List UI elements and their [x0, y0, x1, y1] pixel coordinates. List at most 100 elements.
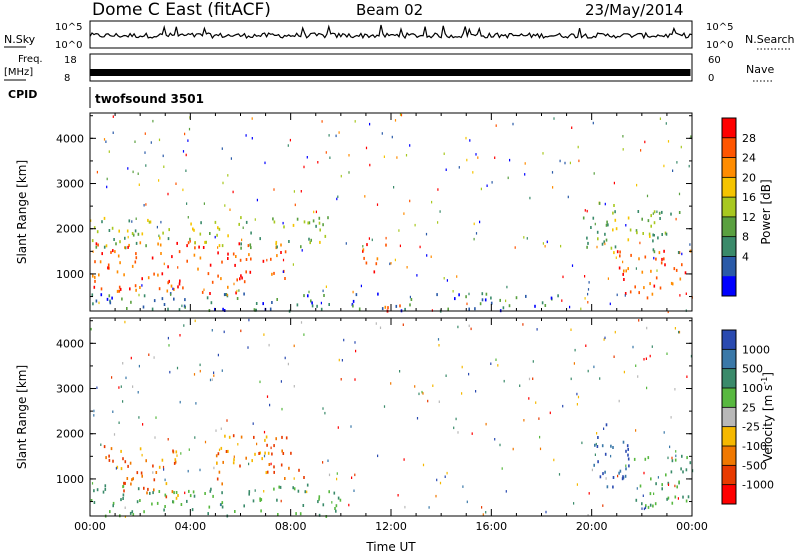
- range-cell: [494, 156, 496, 159]
- range-cell: [198, 245, 200, 249]
- range-cell: [562, 275, 564, 279]
- range-cell: [219, 503, 222, 506]
- range-cell: [507, 176, 509, 180]
- range-cell: [418, 392, 420, 396]
- range-cell: [473, 237, 475, 241]
- range-cell: [659, 117, 661, 120]
- range-cell: [134, 284, 137, 288]
- colorbar-tick-label: 16: [742, 191, 756, 204]
- range-cell: [260, 509, 262, 513]
- range-cell: [647, 219, 650, 223]
- velocity-ylabel: Slant Range [km]: [15, 365, 29, 469]
- range-cell: [248, 318, 250, 322]
- range-cell: [254, 452, 256, 456]
- range-cell: [643, 286, 645, 290]
- range-cell: [237, 443, 239, 446]
- range-cell: [141, 284, 143, 287]
- range-cell: [319, 240, 321, 244]
- range-cell: [680, 467, 682, 471]
- range-cell: [254, 308, 256, 312]
- range-cell: [130, 300, 132, 304]
- range-cell: [614, 330, 616, 334]
- range-cell: [665, 232, 668, 236]
- range-cell: [649, 282, 651, 286]
- range-cell: [340, 174, 342, 178]
- range-cell: [446, 471, 448, 475]
- range-cell: [303, 333, 305, 336]
- range-cell: [354, 341, 356, 344]
- range-cell: [292, 223, 295, 227]
- range-cell: [104, 487, 107, 491]
- range-cell: [320, 307, 323, 311]
- range-cell: [536, 328, 538, 331]
- range-cell: [293, 344, 295, 348]
- range-cell: [95, 242, 98, 246]
- range-cell: [215, 429, 217, 432]
- range-cell: [623, 278, 625, 281]
- range-cell: [354, 473, 356, 477]
- range-cell: [250, 231, 252, 235]
- velocity-xlabel: Time UT: [365, 540, 416, 554]
- range-cell: [171, 490, 174, 494]
- range-cell: [637, 210, 640, 213]
- range-cell: [627, 447, 629, 451]
- range-cell: [681, 454, 683, 458]
- range-cell: [201, 290, 204, 294]
- range-cell: [263, 430, 266, 434]
- range-cell: [647, 456, 650, 460]
- range-cell: [604, 470, 606, 474]
- range-cell: [690, 135, 692, 138]
- range-cell: [139, 286, 141, 289]
- range-cell: [281, 407, 283, 411]
- range-cell: [596, 230, 599, 234]
- range-cell: [570, 328, 572, 331]
- range-cell: [217, 274, 219, 278]
- range-cell: [312, 219, 315, 223]
- colorbar-tick-label: -25: [742, 421, 760, 434]
- range-cell: [106, 185, 108, 189]
- range-cell: [256, 442, 258, 446]
- range-cell: [306, 490, 308, 494]
- range-cell: [337, 195, 339, 198]
- range-cell: [428, 506, 430, 509]
- range-cell: [175, 450, 178, 454]
- range-cell: [432, 384, 434, 387]
- range-cell: [409, 303, 411, 307]
- range-cell: [188, 448, 190, 451]
- range-cell: [184, 132, 186, 136]
- range-cell: [336, 477, 338, 481]
- range-cell: [153, 272, 155, 276]
- range-cell: [338, 358, 340, 362]
- range-cell: [97, 243, 99, 247]
- range-cell: [284, 477, 286, 480]
- range-cell: [473, 222, 475, 226]
- range-cell: [209, 263, 212, 267]
- range-cell: [126, 477, 129, 480]
- range-cell: [635, 429, 637, 432]
- range-cell: [606, 485, 609, 489]
- range-cell: [657, 236, 659, 240]
- range-cell: [569, 161, 571, 165]
- range-cell: [254, 218, 256, 221]
- range-cell: [444, 475, 446, 478]
- freq-tick-top: 18: [64, 55, 77, 66]
- range-cell: [635, 267, 637, 270]
- range-cell: [236, 289, 238, 293]
- range-cell: [110, 447, 113, 451]
- range-cell: [282, 270, 284, 273]
- range-cell: [213, 466, 215, 470]
- freq-label-line2: [MHz]: [4, 67, 33, 78]
- nsearch-tick-bottom: 10^0: [706, 40, 733, 51]
- range-cell: [373, 270, 376, 274]
- range-cell: [239, 258, 242, 262]
- range-cell: [458, 166, 460, 169]
- range-cell: [273, 220, 276, 224]
- range-cell: [96, 386, 98, 389]
- range-cell: [318, 513, 321, 517]
- range-cell: [108, 458, 111, 462]
- range-cell: [259, 499, 262, 502]
- range-cell: [666, 497, 668, 501]
- range-cell: [119, 261, 121, 265]
- range-cell: [217, 226, 219, 230]
- x-tick-label: 16:00: [475, 520, 507, 533]
